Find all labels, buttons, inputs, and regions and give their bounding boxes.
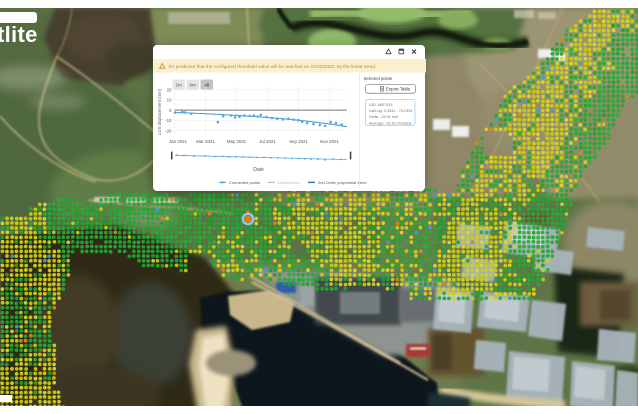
svg-text:May 2021: May 2021 <box>226 139 246 144</box>
svg-text:Sep 2021: Sep 2021 <box>289 139 308 144</box>
svg-text:Nov 2021: Nov 2021 <box>320 139 339 144</box>
svg-text:UID: 8657515: UID: 8657515 <box>369 103 392 107</box>
svg-text:6m: 6m <box>189 83 196 88</box>
svg-text:Delta: -15.91 mm: Delta: -15.91 mm <box>369 115 398 119</box>
svg-text:2nd Order polynomial trend: 2nd Order polynomial trend <box>318 180 366 185</box>
svg-text:Jan 2021: Jan 2021 <box>168 139 187 144</box>
svg-text:Linear trend: Linear trend <box>278 180 299 185</box>
svg-text:-10: -10 <box>165 118 172 123</box>
svg-text:LOS displacement (mm): LOS displacement (mm) <box>157 88 162 135</box>
svg-text:Jul 2021: Jul 2021 <box>259 139 276 144</box>
svg-text:Date: Date <box>253 167 264 173</box>
svg-text:Mar 2021: Mar 2021 <box>196 139 215 144</box>
svg-text:all: all <box>204 83 209 88</box>
svg-text:It's predicted that the config: It's predicted that the configured thres… <box>168 64 376 70</box>
svg-text:-20: -20 <box>165 128 172 133</box>
svg-text:1m: 1m <box>175 83 182 88</box>
svg-text:Export Table: Export Table <box>386 87 411 92</box>
svg-text:Average: -15.51 mm/year: Average: -15.51 mm/year <box>369 121 413 125</box>
svg-text:10: 10 <box>166 98 171 103</box>
svg-text:Connected points: Connected points <box>229 180 260 185</box>
svg-text:Lat/Lng: 4.3431, -74.2394: Lat/Lng: 4.3431, -74.2394 <box>369 109 413 113</box>
svg-text:Selected points: Selected points <box>363 76 392 81</box>
svg-text:20: 20 <box>166 88 171 93</box>
svg-text:0: 0 <box>169 108 172 113</box>
